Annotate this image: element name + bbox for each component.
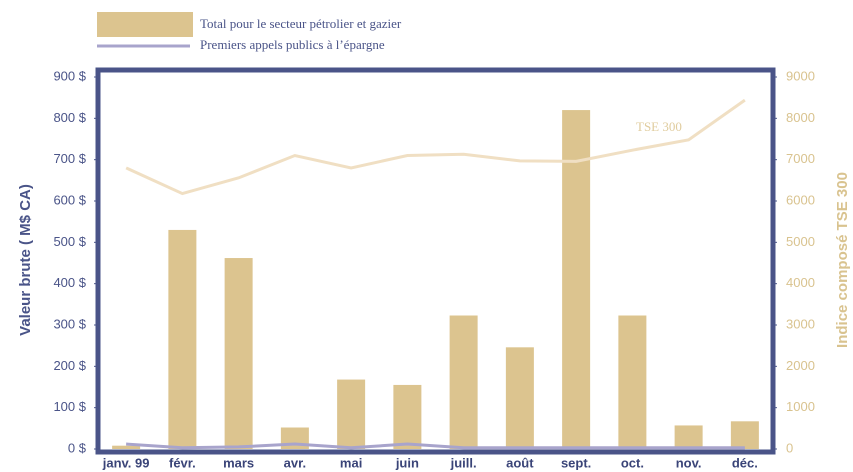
bar [337, 379, 366, 449]
bar [112, 445, 141, 449]
y-tick-label: 700 $ [53, 151, 86, 166]
bar [562, 110, 591, 450]
bar [393, 384, 422, 449]
legend-swatch [97, 12, 193, 37]
legend-label: Total pour le secteur pétrolier et gazie… [200, 16, 402, 31]
y2-tick-label: 4000 [786, 275, 815, 290]
bar [730, 421, 759, 449]
y2-tick-label: 0 [786, 440, 793, 455]
bar [168, 229, 197, 449]
x-tick-label: août [506, 455, 534, 470]
y-tick-label: 300 $ [53, 316, 86, 331]
x-tick-label: oct. [621, 455, 644, 470]
y-tick-label: 100 $ [53, 399, 86, 414]
x-tick-label: janv. 99 [102, 455, 150, 470]
y2-axis-label: Indice composé TSE 300 [834, 172, 851, 348]
x-tick-label: sept. [561, 455, 591, 470]
legend-label: Premiers appels publics à l’épargne [200, 37, 385, 52]
x-tick-label: févr. [169, 455, 196, 470]
x-tick-label: avr. [284, 455, 306, 470]
y2-tick-label: 5000 [786, 234, 815, 249]
x-tick-label: déc. [732, 455, 758, 470]
x-tick-label: mai [340, 455, 362, 470]
y-tick-label: 200 $ [53, 358, 86, 373]
y2-tick-label: 1000 [786, 399, 815, 414]
y2-tick-label: 7000 [786, 151, 815, 166]
line [126, 442, 745, 450]
y2-tick-label: 3000 [786, 316, 815, 331]
line [125, 98, 746, 196]
x-tick-label: nov. [676, 455, 702, 470]
y-tick-label: 400 $ [53, 275, 86, 290]
y-tick-label: 800 $ [53, 110, 86, 125]
y2-tick-label: 6000 [786, 192, 815, 207]
y-tick-label: 500 $ [53, 234, 86, 249]
y2-tick-label: 8000 [786, 110, 815, 125]
y-tick-label: 600 $ [53, 192, 86, 207]
bar [618, 315, 647, 449]
y2-tick-label: 9000 [786, 68, 815, 83]
bar [674, 425, 703, 449]
annotation: TSE 300 [636, 119, 682, 134]
plot-frame [95, 67, 776, 455]
bar [505, 347, 534, 449]
y2-tick-label: 2000 [786, 358, 815, 373]
x-tick-label: mars [223, 455, 254, 470]
x-tick-label: juill. [450, 455, 477, 470]
x-tick-label: juin [395, 455, 419, 470]
bar [449, 315, 478, 449]
y-tick-label: 0 $ [68, 440, 87, 455]
y-tick-label: 900 $ [53, 68, 86, 83]
bar [224, 258, 253, 449]
y-axis-label: Valeur brute ( M$ CA) [17, 184, 34, 336]
